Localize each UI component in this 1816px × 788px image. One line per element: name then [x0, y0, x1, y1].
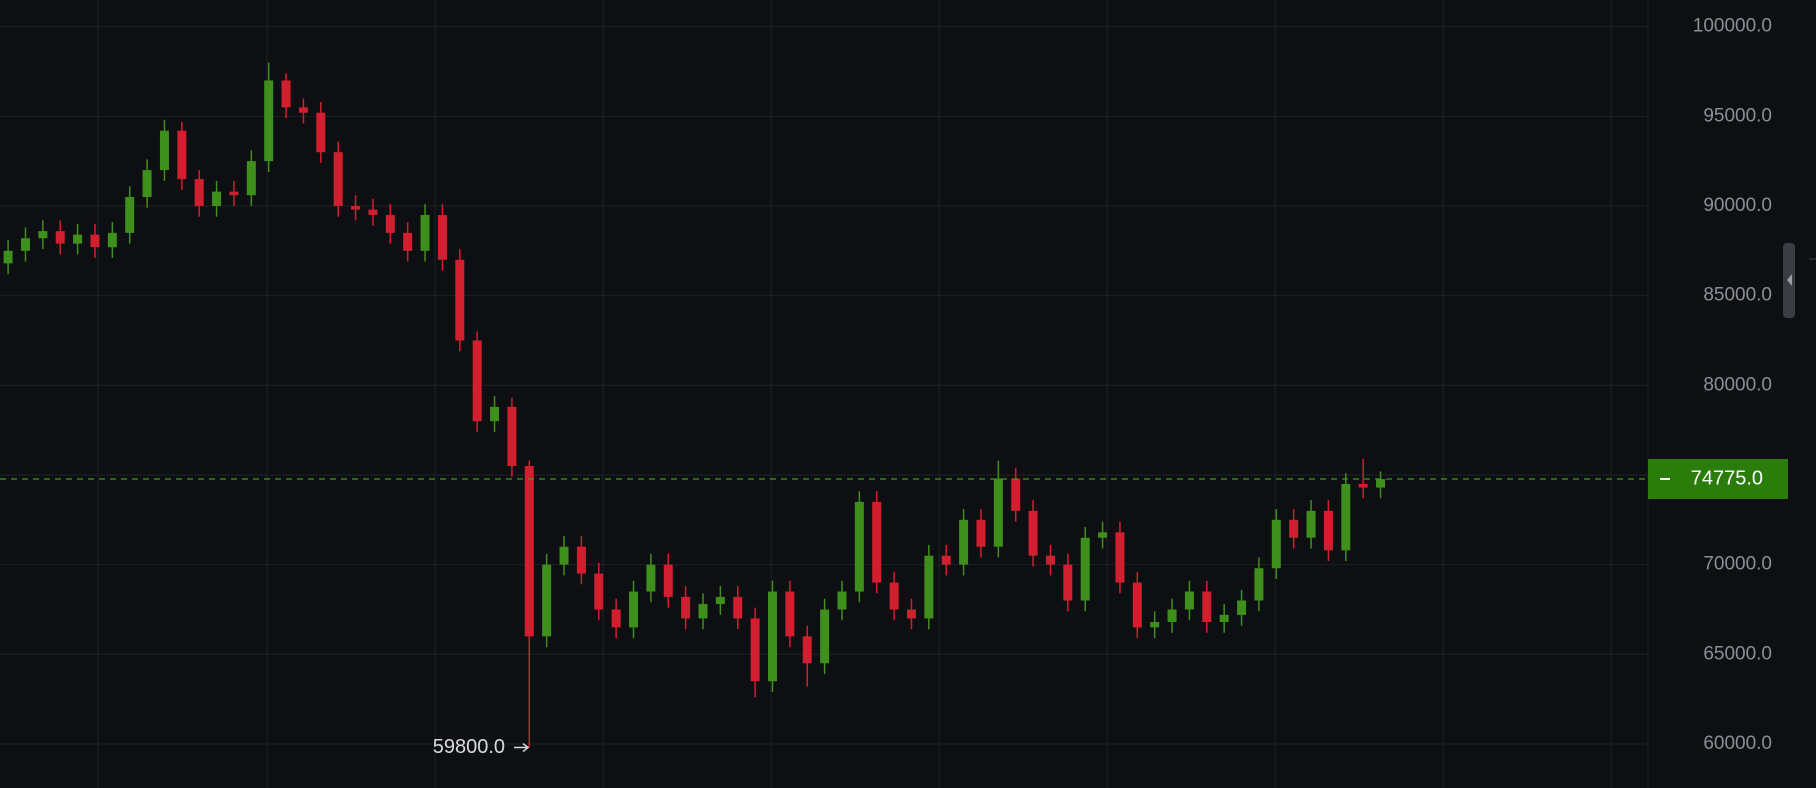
candle-body: [1202, 591, 1212, 623]
candle-body: [281, 80, 291, 108]
low-marker-arrow: [514, 742, 530, 753]
candle-body: [733, 596, 743, 619]
candle-body: [837, 591, 847, 610]
candle-body: [298, 107, 308, 113]
candle-body: [3, 250, 13, 264]
candle-body: [1150, 622, 1160, 628]
candle-body: [820, 609, 830, 664]
candle-body: [1167, 609, 1177, 623]
candle-body: [663, 564, 673, 597]
candle-body: [1184, 591, 1194, 610]
candle-body: [1219, 614, 1229, 623]
y-tick-label: 100000.0: [1693, 16, 1772, 37]
candle-body: [420, 214, 430, 251]
candle-body: [629, 591, 639, 628]
candle-body: [854, 501, 864, 592]
candle-body: [142, 170, 152, 198]
candle-body: [872, 501, 882, 583]
candle-body: [1289, 519, 1299, 538]
candle-body: [385, 214, 395, 233]
candle-body: [333, 152, 343, 206]
candle-body: [750, 618, 760, 682]
candle-body: [785, 591, 795, 637]
candle-body: [802, 636, 812, 664]
candle-body: [507, 406, 517, 467]
candle-body: [229, 191, 239, 196]
candle-body: [681, 596, 691, 619]
candle-body: [698, 604, 708, 619]
candle-body: [924, 555, 934, 619]
candle-body: [767, 591, 777, 682]
candle-body: [455, 259, 465, 341]
candle-body: [1376, 479, 1386, 488]
candle-body: [177, 130, 187, 180]
candle-body: [1132, 582, 1142, 628]
y-tick-label: 95000.0: [1703, 105, 1772, 126]
candle-body: [524, 466, 534, 637]
candle-body: [976, 519, 986, 547]
candle-body: [542, 564, 552, 637]
candle-body: [1237, 600, 1247, 615]
candle-body: [194, 179, 204, 206]
candle-body: [351, 205, 361, 210]
candle-body: [20, 238, 30, 251]
last-price-box: [1648, 459, 1788, 500]
candle-body: [159, 130, 169, 171]
candle-body: [646, 564, 656, 592]
candle-body: [1323, 510, 1333, 551]
candle-body: [1358, 483, 1368, 488]
candle-body: [715, 596, 725, 605]
candle-body: [490, 406, 500, 422]
candle-body: [212, 191, 222, 206]
low-marker-label: 59800.0: [433, 736, 505, 758]
candle-body: [1080, 537, 1090, 601]
candle-body: [73, 234, 83, 244]
candle-body: [368, 209, 378, 215]
candle-body: [1028, 510, 1038, 556]
candle-body: [316, 112, 326, 153]
candle-body: [1115, 532, 1125, 583]
candle-body: [1098, 532, 1108, 538]
y-tick-label: 65000.0: [1703, 643, 1772, 664]
candle-body: [107, 232, 117, 248]
candle-body: [906, 609, 916, 619]
candle-body: [611, 609, 621, 628]
candle-body: [959, 519, 969, 565]
candle-body: [993, 478, 1003, 547]
candle-body: [576, 546, 586, 574]
candle-body: [403, 232, 413, 251]
vertical-grid: [97, 0, 1612, 788]
candle-body: [246, 161, 256, 196]
candle-body: [1254, 568, 1264, 601]
candle-body: [1271, 519, 1281, 569]
y-tick-label: 85000.0: [1703, 285, 1772, 306]
candle-body: [125, 197, 135, 233]
scroll-arrow: [1787, 274, 1792, 286]
candle-body: [55, 231, 65, 244]
candle-body: [472, 340, 482, 422]
candle-body: [1306, 510, 1316, 538]
candle-body: [559, 546, 569, 565]
y-tick-label: 90000.0: [1703, 195, 1772, 216]
candle-body: [1063, 564, 1073, 601]
candle-body: [889, 582, 899, 610]
candle-body: [90, 234, 100, 248]
candle-body: [1011, 478, 1021, 511]
candle-body: [437, 214, 447, 260]
candle-body: [264, 80, 274, 162]
y-tick-label: 60000.0: [1703, 733, 1772, 754]
candle-body: [594, 573, 604, 610]
candle-body: [941, 555, 951, 565]
y-tick-label: 70000.0: [1703, 554, 1772, 575]
candle-body: [38, 231, 48, 239]
candle-body: [1045, 555, 1055, 565]
last-price-label: 74775.0: [1691, 467, 1763, 489]
y-tick-label: 80000.0: [1703, 374, 1772, 395]
candle-body: [1341, 483, 1351, 551]
